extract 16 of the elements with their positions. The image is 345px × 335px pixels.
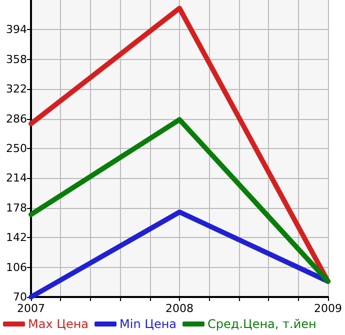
y-tick-label: 142 [6,231,27,244]
y-tick-label: 178 [6,201,27,214]
legend-label: Min Цена [120,317,177,331]
x-tick-label: 2009 [314,302,342,315]
legend-label: Сред.Цена, т.йен [208,317,316,331]
legend-label: Max Цена [28,317,89,331]
y-tick-label: 394 [6,23,27,36]
y-tick-label: 250 [6,142,27,155]
y-tick-label: 106 [6,260,27,274]
y-tick-label: 286 [6,112,27,126]
y-tick-label: 358 [6,52,27,66]
y-tick-label: 70 [13,290,27,304]
x-tick-label: 2008 [166,302,194,315]
x-tick-label: 2007 [17,302,45,315]
y-tick-label: 214 [6,172,27,185]
y-tick-label: 322 [6,82,27,96]
